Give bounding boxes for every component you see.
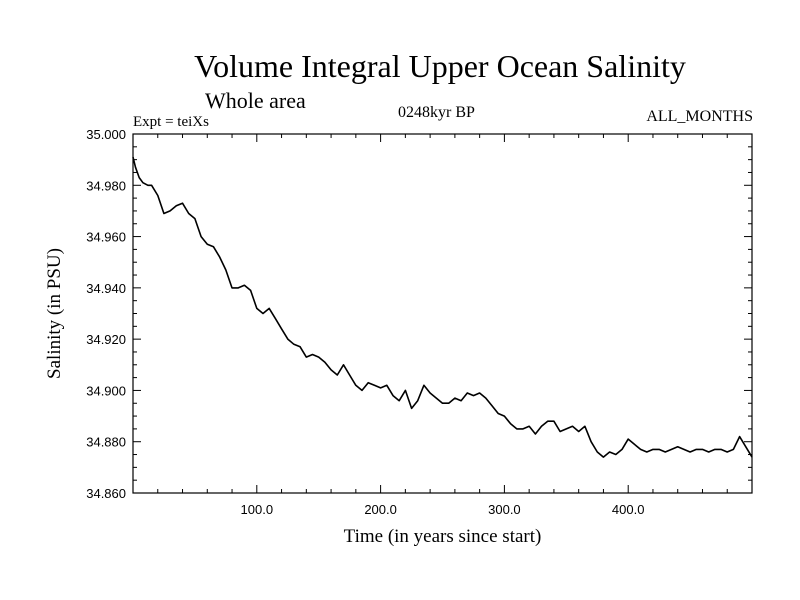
y-tick-label: 34.940 [86,281,126,296]
x-axis-label: Time (in years since start) [344,526,542,547]
tick-labels: 100.0 200.0 300.0 400.0 34.860 34.880 34.900 34… [86,127,644,517]
x-tick-label: 300.0 [488,502,521,517]
y-tick-label: 34.900 [86,383,126,398]
y-tick-label: 34.860 [86,486,126,501]
y-tick-label: 34.880 [86,435,126,450]
chart-title: Volume Integral Upper Ocean Salinity [194,48,686,84]
months-label: ALL_MONTHS [646,108,753,125]
y-tick-label: 34.960 [86,230,126,245]
x-tick-label: 200.0 [364,502,397,517]
axis-ticks [133,133,752,494]
x-tick-label: 100.0 [241,502,274,517]
period-label: 0248kyr BP [398,104,475,121]
plot-frame [132,133,753,494]
chart-subtitle: Whole area [205,88,306,113]
experiment-label: Expt = teiXs [133,114,209,130]
y-tick-label: 34.920 [86,332,126,347]
salinity-series-line [132,156,753,458]
y-axis-label: Salinity (in PSU) [44,248,65,379]
x-tick-label: 400.0 [612,502,645,517]
y-tick-label: 34.980 [86,178,126,193]
y-tick-label: 35.000 [86,127,126,142]
